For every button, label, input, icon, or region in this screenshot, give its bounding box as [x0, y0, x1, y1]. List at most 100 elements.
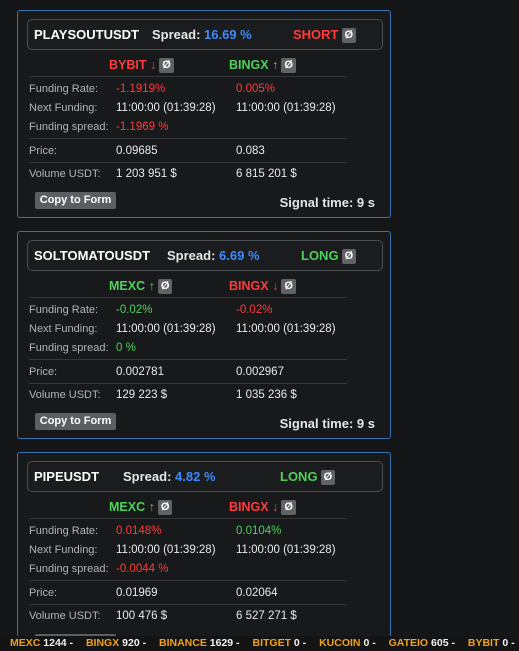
right-exchange-badge-button[interactable]: Ø [281, 58, 296, 74]
price-left: 0.01969 [116, 587, 158, 599]
ticker-count: 920 - [122, 637, 147, 649]
next-funding-right: 11:00:00 (01:39:28) [236, 102, 336, 114]
next-funding-left: 11:00:00 (01:39:28) [116, 323, 216, 335]
next-funding-label: Next Funding: [29, 102, 98, 114]
ticker-exchange: BINANCE [159, 637, 207, 649]
price-label: Price: [29, 587, 58, 599]
arrow-down-icon: ↓ [272, 279, 279, 293]
volume-left: 129 223 $ [116, 389, 168, 401]
next-funding-left: 11:00:00 (01:39:28) [116, 544, 216, 556]
ticker-count: 0 - [502, 637, 515, 649]
direction-badge-button[interactable]: Ø [320, 470, 336, 486]
ticker-count: 1244 - [43, 637, 74, 649]
volume-right: 6 527 271 $ [236, 610, 297, 622]
funding-spread-label: Funding spread: [29, 342, 109, 354]
signal-card: SOLTOMATOUSDT Spread: 6.69 % LONG Ø MEXC … [17, 231, 391, 439]
funding-rate-label: Funding Rate: [29, 525, 99, 537]
price-left: 0.002781 [116, 366, 164, 378]
direction-badge-button[interactable]: Ø [341, 28, 357, 44]
card-header: PIPEUSDT Spread: 4.82 % LONG Ø [27, 461, 383, 492]
funding-rate-right: -0.02% [236, 304, 273, 316]
signal-time: Signal time: 9 s [279, 195, 375, 210]
divider [29, 138, 347, 139]
arrow-up-icon: ↑ [272, 58, 279, 72]
next-funding-label: Next Funding: [29, 323, 98, 335]
copy-to-form-button[interactable]: Copy to Form [35, 192, 116, 209]
volume-right: 1 035 236 $ [236, 389, 297, 401]
ticker-exchange: BITGET [252, 637, 291, 649]
copy-to-form-button[interactable]: Copy to Form [35, 413, 116, 430]
funding-rate-left: -1.1919% [116, 83, 166, 95]
right-exchange: BINGX ↓ Ø [229, 500, 296, 516]
exchange-ticker-bar: MEXC 1244 - BINGX 920 - BINANCE 1629 - B… [0, 636, 519, 651]
arrow-up-icon: ↑ [148, 279, 155, 293]
signal-card: PIPEUSDT Spread: 4.82 % LONG Ø MEXC ↑ Ø BI… [17, 452, 391, 651]
arrow-up-icon: ↑ [148, 500, 155, 514]
direction-label: LONG Ø [280, 469, 336, 486]
funding-rate-right: 0.0104% [236, 525, 282, 537]
next-funding-left: 11:00:00 (01:39:28) [116, 102, 216, 114]
divider [29, 604, 347, 605]
divider [29, 359, 347, 360]
volume-label: Volume USDT: [29, 389, 101, 401]
price-right: 0.002967 [236, 366, 284, 378]
left-exchange: BYBIT ↓ Ø [109, 58, 174, 74]
left-exchange-badge-button[interactable]: Ø [157, 500, 173, 516]
next-funding-right: 11:00:00 (01:39:28) [236, 544, 336, 556]
symbol-title: SOLTOMATOUSDT [34, 248, 151, 263]
divider [29, 383, 347, 384]
ticker-count: 0 - [293, 637, 307, 649]
funding-spread-value: -1.1969 % [116, 121, 169, 133]
volume-label: Volume USDT: [29, 168, 101, 180]
spread-label: Spread: 6.69 % [167, 248, 260, 263]
left-exchange-badge-button[interactable]: Ø [157, 279, 173, 295]
funding-spread-value: -0.0044 % [116, 563, 169, 575]
ticker-count: 0 - [363, 637, 376, 649]
right-exchange-badge-button[interactable]: Ø [281, 500, 296, 516]
divider [29, 162, 347, 163]
symbol-title: PIPEUSDT [34, 469, 100, 484]
spread-label: Spread: 4.82 % [123, 469, 216, 484]
divider [29, 580, 347, 581]
funding-rate-left: 0.0148% [116, 525, 162, 537]
ticker-count: 1629 - [209, 637, 240, 649]
funding-spread-label: Funding spread: [29, 563, 109, 575]
spread-value: 16.69 % [204, 27, 252, 42]
left-exchange: MEXC ↑ Ø [109, 500, 173, 516]
arrow-down-icon: ↓ [149, 58, 157, 72]
right-exchange: BINGX ↑ Ø [229, 58, 296, 74]
direction-badge-button[interactable]: Ø [341, 249, 357, 265]
signal-time: Signal time: 9 s [279, 416, 375, 431]
card-header: PLAYSOUTUSDT Spread: 16.69 % SHORT Ø [27, 19, 383, 50]
spread-value: 4.82 % [175, 469, 216, 484]
price-right: 0.02064 [236, 587, 278, 599]
funding-rate-label: Funding Rate: [29, 83, 99, 95]
price-label: Price: [29, 366, 58, 378]
card-header: SOLTOMATOUSDT Spread: 6.69 % LONG Ø [27, 240, 383, 271]
right-exchange-badge-button[interactable]: Ø [281, 279, 296, 295]
divider [29, 76, 347, 77]
signal-card: PLAYSOUTUSDT Spread: 16.69 % SHORT Ø BYBI… [17, 10, 391, 218]
volume-label: Volume USDT: [29, 610, 101, 622]
divider [29, 297, 347, 298]
funding-rate-right: 0.005% [236, 83, 276, 95]
price-label: Price: [29, 145, 58, 157]
spread-value: 6.69 % [219, 248, 260, 263]
ticker-exchange: MEXC [10, 637, 41, 649]
spread-label: Spread: 16.69 % [152, 27, 252, 42]
ticker-exchange: KUCOIN [319, 637, 361, 649]
ticker-exchange: BYBIT [467, 637, 500, 649]
left-exchange: MEXC ↑ Ø [109, 279, 173, 295]
funding-spread-value: 0 % [116, 342, 136, 354]
next-funding-right: 11:00:00 (01:39:28) [236, 323, 336, 335]
ticker-exchange: GATEIO [388, 637, 429, 649]
funding-rate-left: -0.02% [116, 304, 153, 316]
left-exchange-badge-button[interactable]: Ø [159, 58, 174, 74]
volume-left: 1 203 951 $ [116, 168, 177, 180]
funding-rate-label: Funding Rate: [29, 304, 99, 316]
divider [29, 518, 347, 519]
arrow-down-icon: ↓ [272, 500, 279, 514]
next-funding-label: Next Funding: [29, 544, 98, 556]
ticker-count: 605 - [431, 637, 455, 649]
direction-label: SHORT Ø [293, 27, 357, 44]
